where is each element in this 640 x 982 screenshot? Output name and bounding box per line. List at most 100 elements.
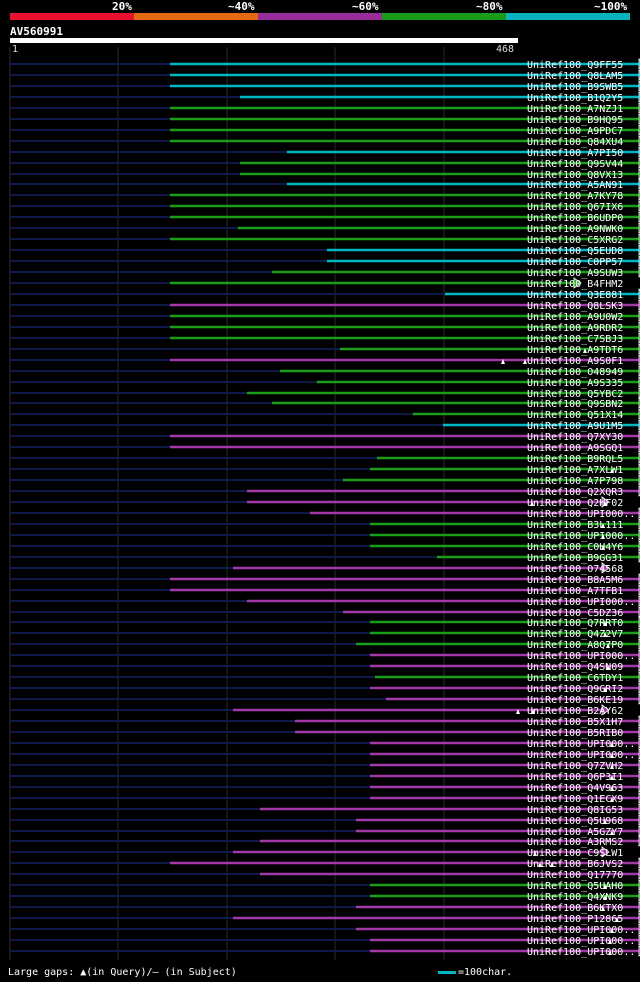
hit-name: UniRef100_A8Q7P0 (527, 640, 623, 651)
hit-name: UniRef100_P12865 (527, 914, 623, 925)
hit-name: UniRef100_Q8VX13 (527, 170, 623, 181)
hit-name: UniRef100_Q5EUD8 (527, 246, 623, 257)
hit-name: UniRef100_C5DZ36 (527, 608, 623, 619)
hit-name: UniRef100_UPI000.. (527, 936, 635, 947)
hit-name: UniRef100_Q4Z2V7 (527, 629, 623, 640)
hit-name: UniRef100_A3RMS2 (527, 837, 623, 848)
hit-name: UniRef100_Q3E881 (527, 290, 623, 301)
hit-name: UniRef100_Q2XQR3 (527, 487, 623, 498)
hit-name: UniRef100_UPI000.. (527, 750, 635, 761)
hit-name: UniRef100_A9SGQ1 (527, 443, 623, 454)
hit-name: UniRef100_B6UDP0 (527, 213, 623, 224)
hit-name: UniRef100_A7NZJ1 (527, 104, 623, 115)
hit-name: UniRef100_A9NWK0 (527, 224, 623, 235)
query-gap-marker (583, 348, 587, 353)
legend-swatch-4 (506, 13, 630, 20)
hit-name: UniRef100_B3L111 (527, 520, 623, 531)
hit-name: UniRef100_B1Q2Y5 (527, 93, 623, 104)
query-gap-marker (523, 359, 527, 364)
hit-name: UniRef100_A5AN91 (527, 180, 623, 191)
hit-name: UniRef100_A9PDC7 (527, 126, 623, 137)
legend-swatch-3 (382, 13, 506, 20)
hit-name: UniRef100_UPI000.. (527, 597, 635, 608)
hit-name: UniRef100_A9U0W2 (527, 312, 623, 323)
query-gap-marker (538, 862, 542, 867)
hit-name: UniRef100_A9TDT6 (527, 345, 623, 356)
hit-name: UniRef100_B5RIB0 (527, 728, 623, 739)
hit-name: UniRef100_Q67IX6 (527, 202, 623, 213)
hit-name: UniRef100_Q8LSK3 (527, 301, 623, 312)
query-gap-marker (610, 753, 614, 758)
hit-name: UniRef100_Q84XU4 (527, 137, 623, 148)
hit-name: UniRef100_B4FHM2 (527, 279, 623, 290)
hit-name: UniRef100_O48949 (527, 367, 623, 378)
hit-name: UniRef100_B2AY62 (527, 706, 623, 717)
hit-name: UniRef100_Q5YBC2 (527, 389, 623, 400)
hit-name: UniRef100_UPI000.. (527, 947, 635, 958)
hit-name: UniRef100_C5XRG2 (527, 235, 623, 246)
hit-name: UniRef100_UPI000.. (527, 531, 635, 542)
query-gap-marker (610, 764, 614, 769)
hit-name: UniRef100_B6KTX0 (527, 903, 623, 914)
hit-name: UniRef100_Q4V963 (527, 783, 623, 794)
hit-name: UniRef100_UPI000.. (527, 739, 635, 750)
hit-name: UniRef100_B6KE19 (527, 695, 623, 706)
hit-name: UniRef100_Q51X14 (527, 410, 623, 421)
query-gap-marker (610, 468, 614, 473)
query-gap-marker (550, 862, 554, 867)
legend-label-1: ~40% (228, 0, 255, 13)
hit-name: UniRef100_Q7RRT0 (527, 618, 623, 629)
query-gap-marker (608, 939, 612, 944)
hit-name: UniRef100_A5GZY7 (527, 827, 623, 838)
hit-name: UniRef100_Q9FF55 (527, 60, 623, 71)
hit-name: UniRef100_Q8LAM5 (527, 71, 623, 82)
ruler-start-label: 1 (12, 44, 19, 55)
hit-arrow (601, 846, 610, 858)
query-gap-marker (601, 906, 605, 911)
query-gap-marker (603, 895, 607, 900)
hit-name: UniRef100_Q4SN09 (527, 662, 623, 673)
query-gap-marker (615, 917, 619, 922)
hit-name: UniRef100_B5X1H7 (527, 717, 623, 728)
hit-name: UniRef100_B9HQ95 (527, 115, 623, 126)
hit-name: UniRef100_Q4XNK9 (527, 892, 623, 903)
hit-name: UniRef100_B9GG31 (527, 553, 623, 564)
hit-name: UniRef100_A9S0F1 (527, 356, 623, 367)
hit-name: UniRef100_Q5U968 (527, 816, 623, 827)
hit-name: UniRef100_Q9GRI2 (527, 684, 623, 695)
query-gap-marker (601, 523, 605, 528)
query-gap-marker (601, 545, 605, 550)
hit-name: UniRef100_UPI000.. (527, 509, 635, 520)
query-gap-marker (603, 819, 607, 824)
hit-name: UniRef100_Q7XY30 (527, 432, 623, 443)
hit-name: UniRef100_C9SLW1 (527, 848, 623, 859)
hit-name: UniRef100_A9RDR2 (527, 323, 623, 334)
hit-name: UniRef100_Q6P3I1 (527, 772, 623, 783)
query-gap-marker (608, 950, 612, 955)
legend-label-4: ~100% (594, 0, 628, 13)
query-ruler (10, 38, 518, 43)
hit-name: UniRef100_C7SBJ3 (527, 334, 623, 345)
scale-text: =100char. (458, 967, 513, 978)
hit-name: UniRef100_Q1ECX9 (527, 794, 623, 805)
query-name: AV560991 (10, 25, 63, 38)
hit-name: UniRef100_A9S335 (527, 378, 623, 389)
query-gap-marker (530, 501, 534, 506)
legend-swatch-1 (134, 13, 258, 20)
query-gap-marker (531, 709, 535, 714)
hit-name: UniRef100_C6TDY1 (527, 673, 623, 684)
legend-swatch-2 (258, 13, 382, 20)
legend-label-3: ~80% (476, 0, 503, 13)
hit-name: UniRef100_B9RQL5 (527, 454, 623, 465)
query-gap-marker (610, 928, 614, 933)
hit-name: UniRef100_UPI000.. (527, 651, 635, 662)
hit-name: UniRef100_A7PI50 (527, 148, 623, 159)
legend-label-0: 20% (112, 0, 132, 13)
hit-arrow (573, 277, 582, 289)
scale-swatch (438, 970, 456, 974)
hit-name: UniRef100_Q8IG53 (527, 805, 623, 816)
hit-name: UniRef100_A7P798 (527, 476, 623, 487)
query-gap-marker (610, 775, 614, 780)
hit-name: UniRef100_B8A5M6 (527, 575, 623, 586)
